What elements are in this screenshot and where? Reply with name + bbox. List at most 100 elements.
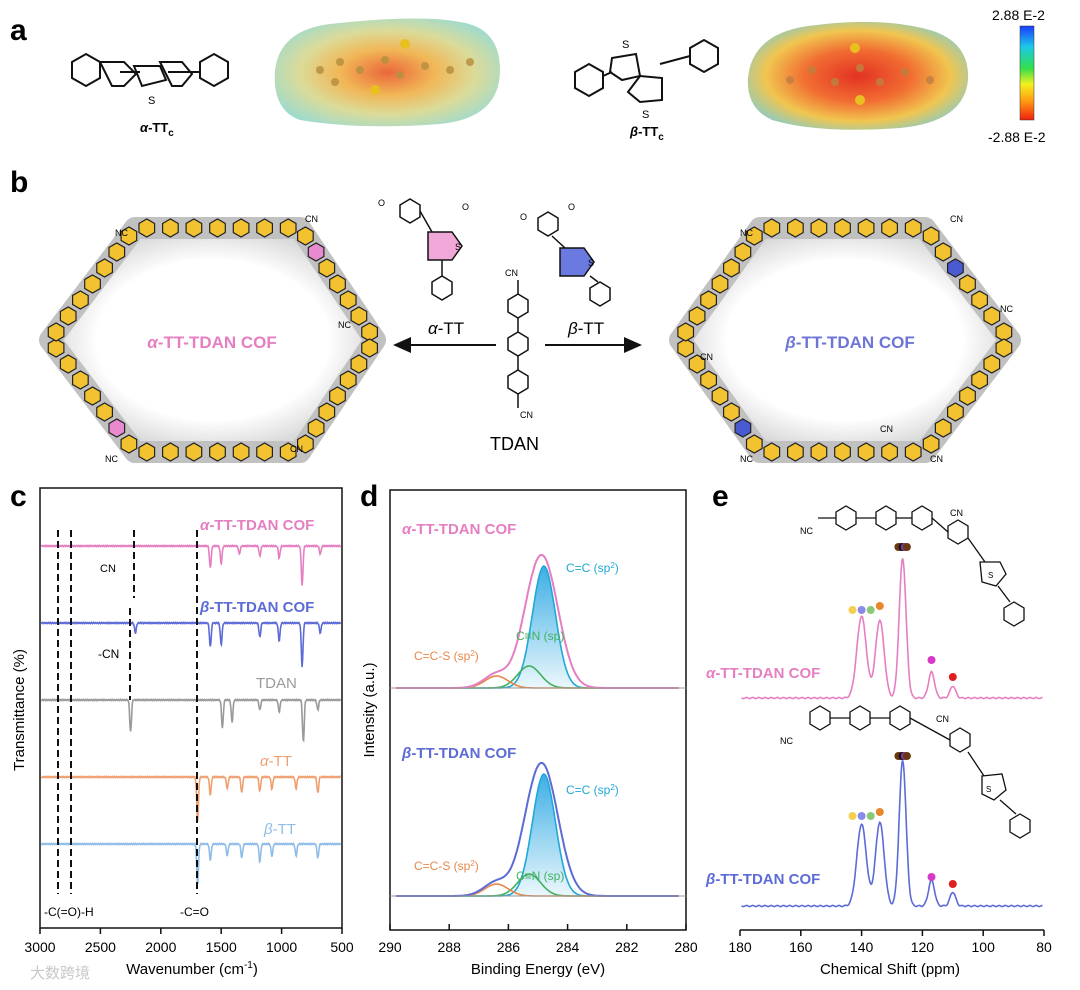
esp-colorbar: 2.88 E-2 -2.88 E-2 xyxy=(988,7,1046,145)
benzene-ring xyxy=(711,274,729,294)
alpha-ttc-label: α-TTc xyxy=(140,120,174,139)
peak-marker-dot xyxy=(848,812,857,820)
nc-label: NC xyxy=(800,526,813,536)
benzene-ring xyxy=(722,402,740,422)
ftir-series-line xyxy=(40,620,342,668)
cn-label: CN xyxy=(700,352,713,362)
carbonyl-annotation: -C=O xyxy=(180,905,209,919)
benzene-ring xyxy=(318,258,336,278)
panel-b: b α-TT-TDAN COF NC CN NC NC CN β-TT-TDAN… xyxy=(10,166,1021,464)
ccs-sp2-label: C=C-S (sp2) xyxy=(414,859,479,873)
nc-label: NC xyxy=(740,454,753,464)
benzene-ring xyxy=(162,442,179,462)
alpha-cof-framework: α-TT-TDAN COF NC CN NC NC CN xyxy=(39,214,386,464)
nc-label: NC xyxy=(338,320,351,330)
x-tick-label: 288 xyxy=(438,939,462,955)
y-axis-label-c: Transmittance (%) xyxy=(11,649,28,771)
cn-label: CN xyxy=(505,268,518,278)
beta-tt-monomer xyxy=(537,211,611,307)
alpha-arrow-label: α-TT xyxy=(428,319,464,338)
peak-marker-dot xyxy=(857,812,866,820)
panel-a: a S α-TTc xyxy=(10,7,1046,145)
benzene-ring xyxy=(995,338,1013,358)
cn-label: CN xyxy=(880,424,893,434)
benzene-ring xyxy=(120,226,138,246)
benzene-ring xyxy=(96,402,114,422)
peak-marker-dot xyxy=(848,606,857,614)
sulfur-label: S xyxy=(588,258,594,268)
beta-ttc-structure xyxy=(574,38,719,104)
cn-annotation: -CN xyxy=(98,647,119,661)
peak-marker-dot xyxy=(927,656,936,664)
panel-e: e 180 160 140 120 100 80 NC CN S xyxy=(705,480,1052,978)
y-axis-label-d: Intensity (a.u.) xyxy=(361,662,378,757)
benzene-ring xyxy=(329,386,346,406)
cn-label: CN xyxy=(290,444,303,454)
benzene-ring xyxy=(745,434,763,454)
alpha-esp-surface xyxy=(274,18,500,127)
beta-arrow-label: β-TT xyxy=(567,319,604,338)
benzene-ring xyxy=(185,442,203,462)
cn-label: CN xyxy=(305,214,318,224)
cc-sp2-label: C=C (sp2) xyxy=(566,783,619,797)
beta-cof-rings xyxy=(677,218,1013,462)
benzene-ring xyxy=(209,218,226,238)
beta-ttc-label: β-TTc xyxy=(629,124,664,143)
xps-top-title: α-TT-TDAN COF xyxy=(402,521,516,538)
aldehyde-label: O xyxy=(520,212,527,222)
benzene-ring xyxy=(318,402,336,422)
benzene-ring xyxy=(677,338,695,358)
ftir-series-label: TDAN xyxy=(256,675,297,692)
x-axis-label-d: Binding Energy (eV) xyxy=(471,961,605,978)
benzene-ring xyxy=(232,442,250,462)
benzene-ring xyxy=(700,290,718,310)
thienothiophene-ring xyxy=(108,418,126,438)
peak-marker-dot xyxy=(948,880,957,888)
benzene-ring xyxy=(350,306,368,326)
benzene-ring xyxy=(59,306,77,326)
x-tick-label: 286 xyxy=(497,939,521,955)
ftir-series-label: β-TT xyxy=(263,821,296,838)
cn-label: CN xyxy=(950,214,963,224)
x-tick-label: 160 xyxy=(789,939,813,955)
nc-label: NC xyxy=(105,454,118,464)
benzene-ring xyxy=(84,386,101,406)
x-tick-label: 2500 xyxy=(85,939,116,955)
cn-label: CN xyxy=(950,508,963,518)
sulfur-label: S xyxy=(986,785,991,794)
benzene-ring xyxy=(350,354,368,374)
benzene-ring xyxy=(922,434,940,454)
cn-label: CN xyxy=(936,714,949,724)
tdan-label: TDAN xyxy=(490,434,539,454)
xps-bottom-title: β-TT-TDAN COF xyxy=(401,745,516,762)
benzene-ring xyxy=(763,218,781,238)
plot-frame-c xyxy=(39,487,343,929)
peak-marker-dot xyxy=(927,873,936,881)
benzene-ring xyxy=(734,242,752,262)
sulfur-label: S xyxy=(642,109,649,121)
xps-component-fill xyxy=(395,774,681,896)
ccs-sp2-label: C=C-S (sp2) xyxy=(414,649,479,663)
benzene-ring xyxy=(763,442,781,462)
ftir-series-label: α-TT xyxy=(260,753,292,770)
xps-component-fill xyxy=(395,566,681,688)
benzene-ring xyxy=(120,434,138,454)
nc-label: NC xyxy=(740,228,753,238)
sulfur-label: S xyxy=(148,95,155,107)
benzene-ring xyxy=(983,306,1001,326)
benzene-ring xyxy=(786,218,804,238)
peak-marker-dot xyxy=(875,602,884,610)
benzene-ring xyxy=(71,290,89,310)
panel-letter-c: c xyxy=(10,480,27,513)
benzene-ring xyxy=(834,218,851,238)
benzene-ring xyxy=(934,242,952,262)
x-tick-label: 140 xyxy=(850,939,874,955)
peak-marker-dot xyxy=(902,543,911,551)
benzene-ring xyxy=(922,226,940,246)
alpha-cof-title: α-TT-TDAN COF xyxy=(147,333,277,352)
benzene-ring xyxy=(983,354,1001,374)
peak-marker-dot xyxy=(948,673,957,681)
benzene-ring xyxy=(995,322,1013,342)
benzene-ring xyxy=(108,242,126,262)
